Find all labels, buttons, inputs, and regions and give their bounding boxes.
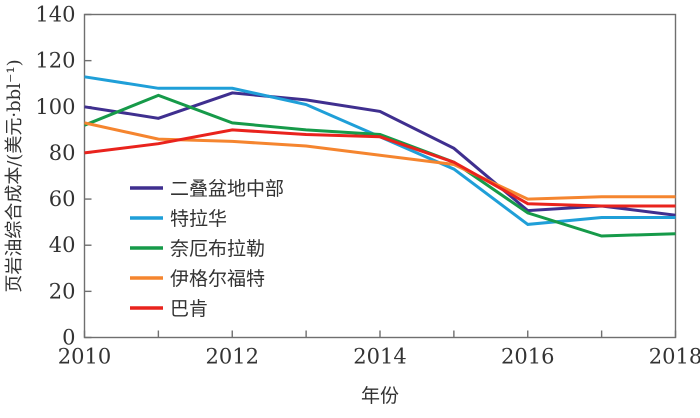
legend-label: 伊格尔福特 xyxy=(170,268,265,290)
y-tick-label: 140 xyxy=(35,3,75,27)
legend-item: 二叠盆地中部 xyxy=(130,178,284,200)
x-tick-label: 2012 xyxy=(206,345,259,369)
x-tick-label: 2018 xyxy=(649,345,700,369)
y-tick-label: 100 xyxy=(35,95,75,119)
legend-label: 奈厄布拉勒 xyxy=(170,238,265,260)
legend-item: 特拉华 xyxy=(130,208,227,230)
x-axis-title: 年份 xyxy=(361,385,399,407)
y-tick-label: 80 xyxy=(49,141,76,165)
y-tick-label: 0 xyxy=(62,326,75,350)
y-axis-title: 页岩油综合成本/(美元·bbl⁻¹) xyxy=(4,59,25,292)
legend-item: 巴肯 xyxy=(130,298,208,320)
line-series-2 xyxy=(84,75,676,226)
line-series-1 xyxy=(84,91,676,217)
legend-item: 奈厄布拉勒 xyxy=(130,238,265,260)
y-tick-label: 120 xyxy=(35,49,75,73)
legend-label: 巴肯 xyxy=(170,298,208,320)
x-tick-label: 2010 xyxy=(58,345,111,369)
x-tick-label: 2016 xyxy=(501,345,554,369)
line-series-5 xyxy=(84,128,676,208)
line-series-3 xyxy=(83,93,676,238)
legend-label: 二叠盆地中部 xyxy=(170,178,284,200)
y-tick-label: 60 xyxy=(49,187,76,211)
y-tick-label: 20 xyxy=(49,279,76,303)
legend-label: 特拉华 xyxy=(170,208,227,230)
y-tick-label: 40 xyxy=(49,233,76,257)
legend-item: 伊格尔福特 xyxy=(130,268,265,290)
x-tick-label: 2014 xyxy=(353,345,406,369)
